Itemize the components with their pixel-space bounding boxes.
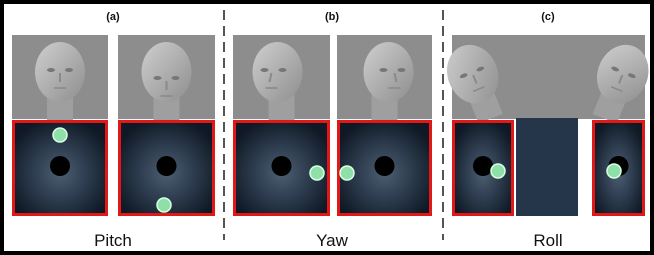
figure: (a) Pitch (b) Yaw (c) Roll	[0, 0, 654, 255]
skull	[35, 42, 85, 102]
gaze-point	[491, 164, 505, 178]
panel-label: (a)	[106, 11, 120, 23]
gaze-point	[310, 166, 324, 180]
skull	[364, 42, 414, 102]
panel-caption: Roll	[533, 231, 562, 250]
eye-right	[398, 68, 406, 72]
head-image	[233, 35, 330, 215]
pupil	[157, 156, 177, 176]
eye-left	[47, 68, 55, 72]
pupil	[272, 156, 292, 176]
skull	[253, 42, 303, 102]
eye-left	[380, 68, 388, 72]
roll-middle-top	[516, 35, 578, 118]
eye-right	[65, 68, 73, 72]
pupil	[50, 156, 70, 176]
eye-left	[154, 76, 162, 80]
pupil	[473, 156, 493, 176]
gaze-point	[340, 166, 354, 180]
panel-label: (c)	[541, 11, 555, 23]
head-image	[118, 35, 215, 215]
eye-left	[261, 68, 269, 72]
gaze-point	[157, 198, 171, 212]
skull	[142, 42, 192, 102]
roll-middle-strip	[516, 118, 578, 216]
head-image	[12, 35, 108, 215]
pupil	[375, 156, 395, 176]
gaze-point	[607, 164, 621, 178]
panel-caption: Yaw	[316, 231, 349, 250]
gaze-point	[53, 128, 67, 142]
panel-label: (b)	[325, 11, 339, 23]
panel-caption: Pitch	[94, 231, 132, 250]
eye-right	[172, 76, 180, 80]
page: (a)Pitch(b)Yaw(c)Roll (() => { const dat…	[0, 0, 654, 255]
eye-right	[279, 68, 287, 72]
head-image	[337, 35, 432, 215]
